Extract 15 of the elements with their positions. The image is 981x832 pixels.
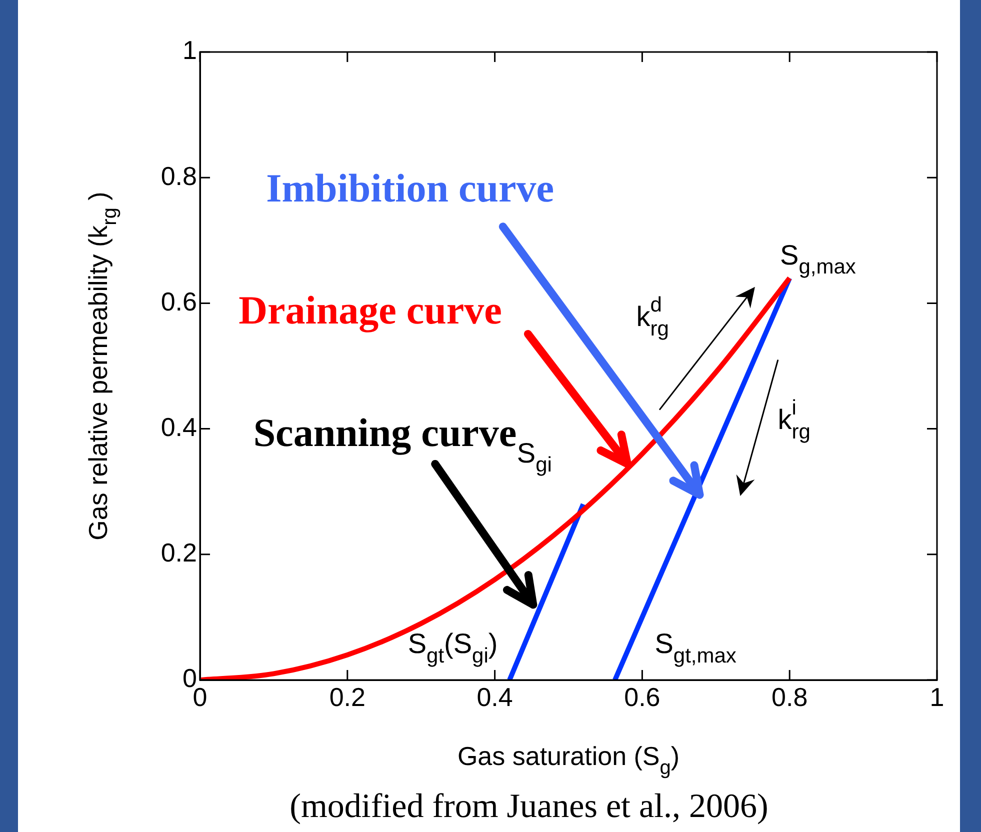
annotation: Drainage curve: [238, 288, 502, 333]
text: (modified from Juanes et al., 2006): [290, 788, 768, 825]
y-tick-label: 0.4: [160, 412, 197, 442]
annotation: Scanning curve: [253, 410, 517, 456]
y-tick-label: 0.8: [160, 160, 197, 191]
x-tick-label: 0.8: [772, 682, 808, 712]
x-tick-label: 0.6: [624, 682, 660, 712]
x-tick-label: 1: [930, 682, 944, 712]
annotation: Imbibition curve: [266, 166, 554, 211]
y-tick-label: 0.6: [160, 286, 197, 316]
x-tick-label: 0.2: [329, 682, 366, 712]
y-tick-label: 0.2: [160, 538, 197, 568]
y-tick-label: 1: [182, 35, 197, 66]
x-tick-label: 0.4: [476, 682, 513, 712]
y-axis-title: Gas relative permeability (krg ): [83, 192, 121, 540]
